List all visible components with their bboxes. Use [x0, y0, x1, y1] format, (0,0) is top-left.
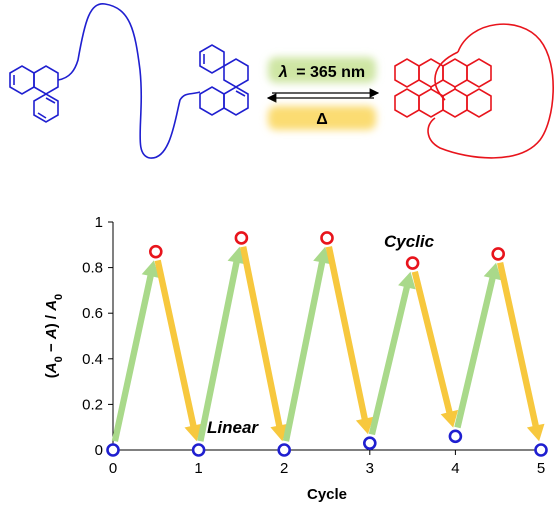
svg-text:λ = 365 nm: λ = 365 nm: [278, 64, 365, 81]
linear-data-point: [362, 436, 377, 450]
y-tick-label: 1: [95, 214, 103, 231]
irradiation-arrow: [454, 262, 502, 429]
y-tick-label: 0: [95, 442, 103, 459]
linear-data-point: [448, 429, 463, 444]
annotation-cyclic: Cyclic: [384, 232, 435, 251]
y-tick-group: 0 0.2 0.4 0.6 0.8 1: [82, 214, 113, 459]
x-tick-label: 4: [451, 460, 459, 477]
irradiation-arrow: [111, 260, 160, 442]
linear-data-point: [191, 443, 206, 457]
cycle-arrows: [111, 246, 545, 442]
linear-polymer-structure: [9, 3, 249, 159]
cyclic-polymer-loop: [427, 23, 554, 159]
data-points: [106, 231, 548, 457]
irradiation-arrow: [368, 271, 416, 436]
heat-label: Δ: [316, 111, 328, 128]
cyclic-data-point: [405, 256, 420, 270]
y-tick-label: 0.6: [82, 305, 103, 322]
heating-arrow: [240, 246, 289, 442]
chart: 0 0.2 0.4 0.6 0.8 1 0 1 2 3 4 5 Cyclic Linear Cycl…: [43, 214, 548, 503]
x-tick-group: 0 1 2 3 4 5: [109, 450, 545, 477]
cyclic-data-point: [234, 231, 249, 245]
linear-data-point: [277, 443, 292, 457]
x-tick-label: 0: [109, 460, 117, 477]
wavelength-label: = 365 nm: [296, 64, 365, 81]
y-tick-label: 0.2: [82, 396, 103, 413]
dimer-icon: [394, 58, 492, 118]
linear-polymer-chain: [57, 3, 201, 159]
x-tick-label: 2: [280, 460, 288, 477]
reaction-arrows: λ = 365 nm Δ: [266, 57, 380, 130]
irradiation-arrow: [197, 246, 246, 442]
anthracene-right-icon: [199, 44, 249, 116]
linear-data-point: [534, 443, 548, 457]
heating-arrow: [497, 262, 545, 442]
linear-data-point: [106, 443, 120, 457]
cyclic-polymer-structure: [394, 23, 554, 159]
x-axis-label: Cycle: [307, 486, 347, 503]
cyclic-data-point: [320, 231, 334, 245]
heating-arrow: [411, 271, 459, 428]
reaction-scheme: λ = 365 nm Δ: [9, 3, 554, 159]
x-tick-label: 1: [194, 460, 202, 477]
irradiation-arrow: [282, 246, 331, 442]
y-axis-label: (A0 − A) / A0: [43, 294, 65, 378]
heat-band: [268, 106, 376, 130]
y-tick-label: 0.8: [82, 260, 103, 277]
lambda-symbol: λ: [278, 64, 288, 81]
heating-arrow: [154, 259, 203, 442]
heating-arrow: [325, 246, 374, 435]
light-band: [268, 57, 376, 83]
annotation-linear: Linear: [207, 418, 259, 437]
cyclic-data-point: [491, 247, 506, 261]
x-tick-label: 3: [366, 460, 374, 477]
y-tick-label: 0.4: [82, 351, 103, 368]
x-tick-label: 5: [537, 460, 545, 477]
anthracene-left-icon: [9, 65, 59, 123]
cyclic-data-point: [149, 244, 163, 259]
